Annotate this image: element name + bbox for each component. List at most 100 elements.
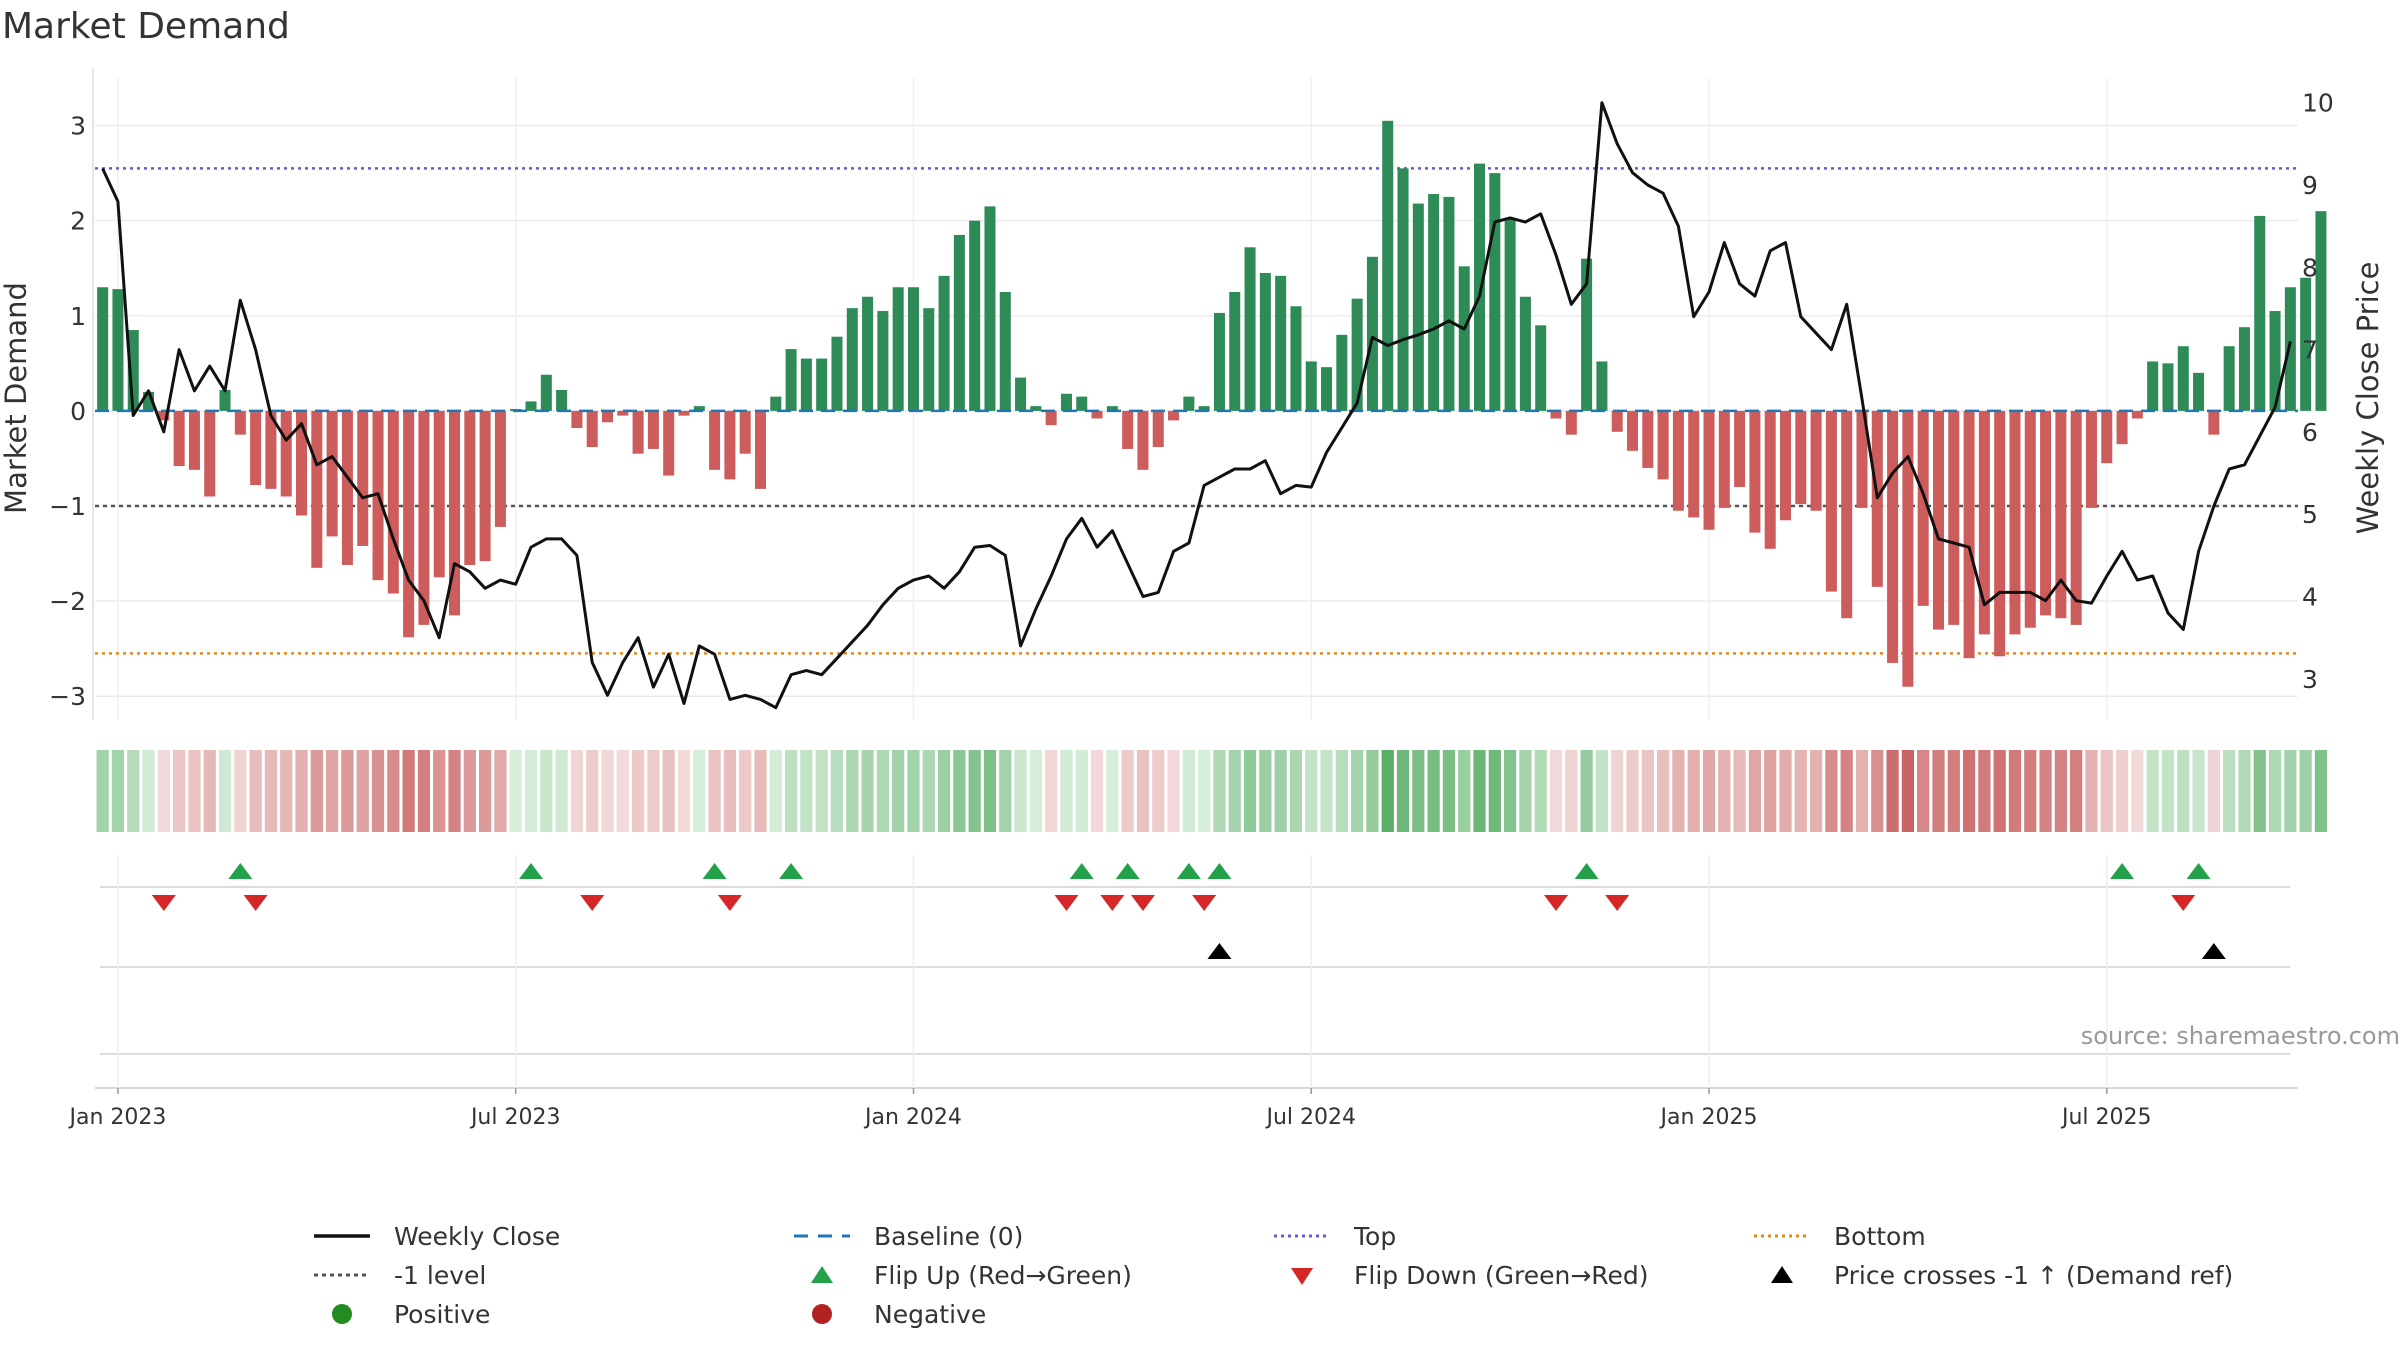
demand-heat-strip	[96, 750, 2328, 832]
demand-bar-positive	[877, 311, 889, 411]
demand-bar-positive	[907, 287, 919, 411]
demand-bar-positive	[923, 308, 935, 411]
demand-bar-negative	[1917, 410, 1929, 606]
demand-bar-negative	[311, 410, 323, 568]
heat-strip-cell	[830, 750, 844, 832]
y-left-tick-label: −3	[49, 682, 86, 711]
heat-strip-cell	[540, 750, 553, 832]
heat-strip-cell	[1427, 750, 1440, 832]
price-cross-marker	[1207, 943, 1232, 959]
demand-bar-negative	[1550, 410, 1562, 419]
demand-bar-negative	[632, 410, 644, 454]
heat-strip-cell	[1672, 750, 1685, 832]
heat-strip-cell	[846, 750, 859, 832]
demand-bar-positive	[785, 349, 797, 411]
demand-bar-positive	[556, 389, 568, 411]
heat-strip-cell	[1473, 750, 1486, 832]
heat-strip-cell	[1840, 750, 1853, 832]
heat-strip-cell	[2299, 750, 2312, 832]
demand-bar-negative	[2070, 410, 2082, 625]
heat-strip-cell	[1641, 750, 1654, 832]
heat-strip-cell	[463, 750, 476, 832]
demand-bar-negative	[1994, 410, 2006, 657]
demand-bar-positive	[1106, 406, 1118, 411]
heat-strip-cell	[892, 750, 905, 832]
heat-strip-cell	[295, 750, 308, 832]
heat-strip-cell	[2115, 750, 2129, 832]
heat-strip-cell	[371, 750, 385, 832]
demand-bar-positive	[1443, 196, 1455, 411]
heat-strip-cell	[1748, 750, 1762, 832]
flip-down-marker	[1130, 895, 1155, 911]
heat-strip-cell	[1519, 750, 1532, 832]
demand-bar-negative	[1902, 410, 1914, 687]
demand-bar-positive	[1504, 218, 1516, 411]
heat-strip-cell	[1029, 750, 1042, 832]
demand-bar-negative	[2040, 410, 2052, 616]
legend-label: Flip Down (Green→Red)	[1354, 1260, 1649, 1290]
heat-strip-cell	[1611, 750, 1624, 832]
heat-strip-cell	[2131, 750, 2144, 832]
demand-bar-positive	[693, 406, 705, 411]
y-right-tick-label: 7	[2302, 336, 2318, 365]
heat-strip-cell	[524, 750, 538, 832]
demand-bar-positive	[2223, 346, 2235, 411]
heat-strip-cell	[1305, 750, 1318, 832]
y-right-tick-label: 10	[2302, 89, 2334, 118]
demand-bar-positive	[1474, 163, 1486, 411]
flip-down-marker	[1054, 895, 1079, 911]
demand-bar-positive	[1489, 173, 1501, 411]
demand-bar-positive	[112, 289, 124, 411]
demand-bar-negative	[2009, 410, 2021, 635]
demand-bar-positive	[1535, 325, 1547, 411]
demand-bar-negative	[2055, 410, 2067, 619]
source-credit: source: sharemaestro.com	[2080, 1022, 2400, 1050]
heat-strip-cell	[203, 750, 216, 832]
heat-strip-cell	[999, 750, 1012, 832]
demand-bar-negative	[326, 410, 338, 537]
heat-strip-cell	[356, 750, 369, 832]
demand-bar-positive	[1382, 120, 1394, 411]
demand-bar-positive	[1336, 334, 1348, 411]
demand-bar-negative	[1611, 410, 1623, 432]
y-left-tick-label: 2	[70, 207, 86, 236]
legend-label: Positive	[394, 1299, 491, 1329]
y-left-tick-label: −2	[49, 587, 86, 616]
heat-strip-cell	[1320, 750, 1333, 832]
flip-up-marker	[1069, 863, 1094, 879]
flip-down-marker	[1192, 895, 1217, 911]
y-right-tick-label: 8	[2302, 253, 2318, 282]
x-tick-label: Jul 2025	[2060, 1105, 2152, 1130]
legend-label: Baseline (0)	[874, 1221, 1024, 1251]
y-right-tick-label: 4	[2302, 583, 2318, 612]
heat-strip-cell	[662, 750, 675, 832]
heat-strip-cell	[1045, 750, 1058, 832]
demand-bar-negative	[2085, 410, 2097, 508]
heat-strip-cell	[2039, 750, 2052, 832]
flip-down-marker	[243, 895, 268, 911]
demand-bar-positive	[770, 396, 782, 411]
demand-bar-positive	[1030, 406, 1042, 411]
heat-strip-cell	[647, 750, 660, 832]
heat-strip-cell	[631, 750, 645, 832]
legend-symbol-tri-down-red	[1291, 1268, 1313, 1285]
heat-strip-cell	[1167, 750, 1180, 832]
heat-strip-cell	[968, 750, 981, 832]
heat-strip-cell	[769, 750, 782, 832]
legend-symbol-dash-blue	[794, 1234, 850, 1238]
heat-strip-cell	[1656, 750, 1670, 832]
heat-strip-cell	[326, 750, 339, 832]
heat-strip-cell	[937, 750, 951, 832]
heat-strip-cell	[1534, 750, 1547, 832]
heat-strip-cell	[1351, 750, 1364, 832]
legend-label: Negative	[874, 1299, 987, 1329]
flip-up-marker	[519, 863, 544, 879]
heat-strip-cell	[1060, 750, 1073, 832]
heat-strip-cell	[953, 750, 966, 832]
demand-bar-negative	[250, 410, 262, 486]
demand-bar-positive	[2238, 327, 2250, 411]
demand-bar-negative	[1932, 410, 1944, 630]
heat-strip-cell	[1809, 750, 1823, 832]
heat-strip-cell	[2238, 750, 2251, 832]
heat-strip-cell	[417, 750, 431, 832]
